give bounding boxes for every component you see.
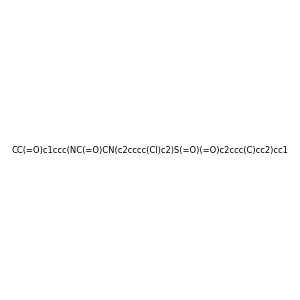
Text: CC(=O)c1ccc(NC(=O)CN(c2cccc(Cl)c2)S(=O)(=O)c2ccc(C)cc2)cc1: CC(=O)c1ccc(NC(=O)CN(c2cccc(Cl)c2)S(=O)(… (12, 146, 288, 154)
